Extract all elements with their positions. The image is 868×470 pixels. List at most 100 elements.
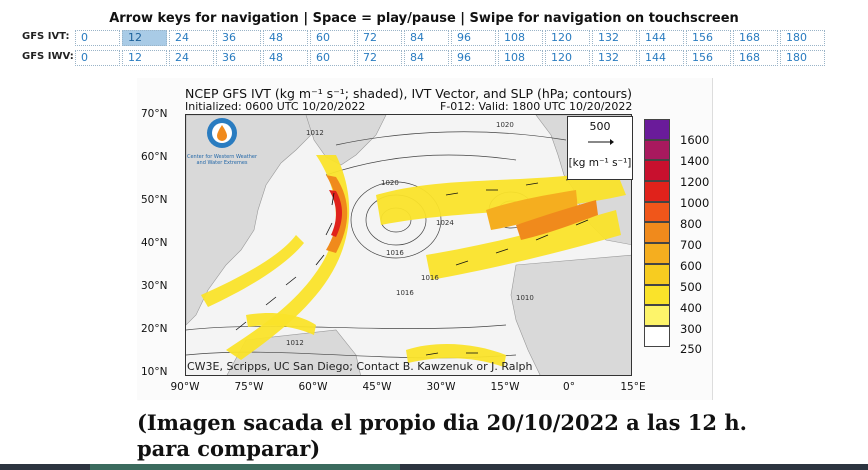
colorbar-label: 250 (680, 342, 702, 356)
isobar-label: 1012 (306, 129, 324, 137)
forecast-hour-12[interactable]: 12 (122, 30, 167, 46)
weather-map-image: NCEP GFS IVT (kg m⁻¹ s⁻¹; shaded), IVT V… (137, 78, 713, 400)
isobar-label: 1010 (516, 294, 534, 302)
forecast-hour-36[interactable]: 36 (216, 50, 261, 66)
reference-vector-value: 500 (589, 120, 611, 133)
isobar-label: 1016 (421, 274, 439, 282)
map-credit: CW3E, Scripps, UC San Diego; Contact B. … (187, 360, 533, 373)
forecast-hour-36[interactable]: 36 (216, 30, 261, 46)
forecast-hour-96[interactable]: 96 (451, 30, 496, 46)
ivt-colorbar (644, 119, 670, 347)
gfs-ivt-row: GFS IVT: 0 12 24 36 48 60 72 84 96 108 120 132 144 15… (0, 30, 868, 46)
row-label: GFS IWV: (22, 51, 74, 62)
lon-label: 0° (563, 381, 575, 393)
forecast-hour-108[interactable]: 108 (498, 50, 543, 66)
colorbar-label: 300 (680, 322, 702, 336)
forecast-hour-108[interactable]: 108 (498, 30, 543, 46)
forecast-hour-72[interactable]: 72 (357, 50, 402, 66)
lat-label: 60°N (141, 151, 168, 163)
isobar-label: 1016 (396, 289, 414, 297)
colorbar-label: 1000 (680, 196, 710, 210)
map-initialized: Initialized: 0600 UTC 10/20/2022 (185, 100, 366, 113)
lat-label: 30°N (141, 280, 168, 292)
lon-label: 30°W (426, 381, 456, 393)
lat-label: 50°N (141, 194, 168, 206)
forecast-hour-144[interactable]: 144 (639, 30, 684, 46)
forecast-hour-72[interactable]: 72 (357, 30, 402, 46)
cw3e-logo: Center for Western Weather and Water Ext… (187, 116, 257, 172)
colorbar-segment (644, 160, 670, 182)
ivt-hour-cells: 0 12 24 36 48 60 72 84 96 108 120 132 144 156 168 180 (75, 30, 827, 46)
iwv-hour-cells: 0 12 24 36 48 60 72 84 96 108 120 132 144 156 168 180 (75, 50, 827, 66)
forecast-hour-48[interactable]: 48 (263, 30, 308, 46)
forecast-hour-60[interactable]: 60 (310, 50, 355, 66)
lat-label: 40°N (141, 237, 168, 249)
colorbar-label: 600 (680, 259, 702, 273)
lat-label: 70°N (141, 108, 168, 120)
gfs-iwv-row: GFS IWV: 0 12 24 36 48 60 72 84 96 108 120 132 144 15… (0, 50, 868, 66)
forecast-hour-168[interactable]: 168 (733, 30, 778, 46)
forecast-hour-180[interactable]: 180 (780, 50, 825, 66)
colorbar-segment (644, 263, 670, 285)
forecast-hour-144[interactable]: 144 (639, 50, 684, 66)
forecast-hour-24[interactable]: 24 (169, 50, 214, 66)
lon-label: 15°E (620, 381, 646, 393)
lat-label: 10°N (141, 366, 168, 378)
logo-caption: Center for Western Weather and Water Ext… (186, 154, 258, 166)
lon-label: 60°W (298, 381, 328, 393)
reference-vector-unit: [kg m⁻¹ s⁻¹] (568, 157, 632, 169)
isobar-label: 1016 (386, 249, 404, 257)
navigation-hint: Arrow keys for navigation | Space = play… (109, 11, 739, 26)
forecast-hour-24[interactable]: 24 (169, 30, 214, 46)
cw3e-logo-icon (207, 118, 237, 148)
colorbar-label: 500 (680, 280, 702, 294)
lon-label: 90°W (170, 381, 200, 393)
forecast-hour-0[interactable]: 0 (75, 50, 120, 66)
colorbar-segment (644, 201, 670, 223)
forecast-hour-0[interactable]: 0 (75, 30, 120, 46)
colorbar-label: 1200 (680, 175, 710, 189)
colorbar-label: 1400 (680, 154, 710, 168)
image-caption: (Imagen sacada el propio dia 20/10/2022 … (137, 410, 747, 461)
forecast-hour-156[interactable]: 156 (686, 50, 731, 66)
forecast-hour-84[interactable]: 84 (404, 30, 449, 46)
map-valid-time: F-012: Valid: 1800 UTC 10/20/2022 (440, 100, 633, 113)
colorbar-label: 400 (680, 301, 702, 315)
forecast-hour-96[interactable]: 96 (451, 50, 496, 66)
colorbar-label: 1600 (680, 133, 710, 147)
colorbar-segment (644, 305, 670, 326)
colorbar-segment (644, 139, 670, 161)
forecast-hour-132[interactable]: 132 (592, 30, 637, 46)
colorbar-label: 700 (680, 238, 702, 252)
forecast-hour-60[interactable]: 60 (310, 30, 355, 46)
forecast-hour-156[interactable]: 156 (686, 30, 731, 46)
colorbar-segment (644, 222, 670, 244)
lon-label: 75°W (234, 381, 264, 393)
lon-label: 15°W (490, 381, 520, 393)
forecast-hour-180[interactable]: 180 (780, 30, 825, 46)
colorbar-segment (644, 243, 670, 264)
forecast-hour-120[interactable]: 120 (545, 30, 590, 46)
forecast-hour-84[interactable]: 84 (404, 50, 449, 66)
reference-vector-box: 500 [kg m⁻¹ s⁻¹] (567, 116, 633, 180)
isobar-label: 1012 (286, 339, 304, 347)
taskbar-accent (90, 464, 400, 470)
colorbar-segment (644, 284, 670, 306)
colorbar-segment (644, 119, 670, 140)
forecast-hour-168[interactable]: 168 (733, 50, 778, 66)
forecast-hour-132[interactable]: 132 (592, 50, 637, 66)
colorbar-segment (644, 181, 670, 202)
lon-label: 45°W (362, 381, 392, 393)
forecast-hour-48[interactable]: 48 (263, 50, 308, 66)
isobar-label: 1020 (381, 179, 399, 187)
bottom-taskbar-strip (0, 464, 868, 470)
arrow-right-icon (588, 139, 614, 145)
map-title: NCEP GFS IVT (kg m⁻¹ s⁻¹; shaded), IVT V… (185, 86, 633, 101)
isobar-label: 1020 (496, 121, 514, 129)
colorbar-segment (644, 325, 670, 347)
row-label: GFS IVT: (22, 31, 70, 42)
forecast-hour-120[interactable]: 120 (545, 50, 590, 66)
colorbar-label: 800 (680, 217, 702, 231)
forecast-hour-12[interactable]: 12 (122, 50, 167, 66)
isobar-label: 1024 (436, 219, 454, 227)
